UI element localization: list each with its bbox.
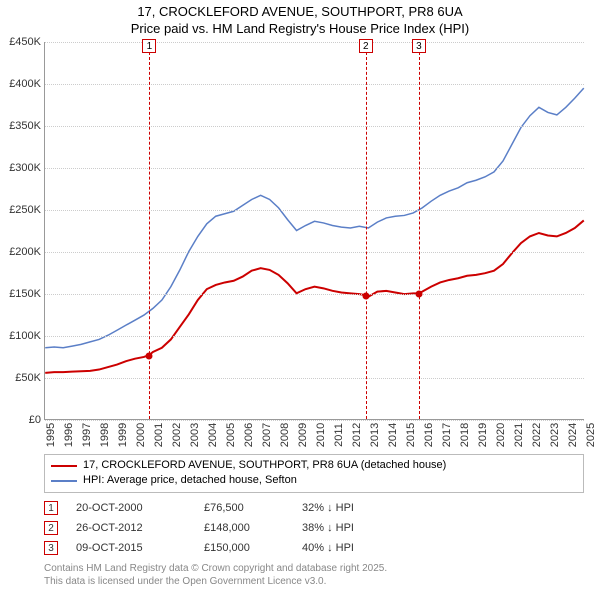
gridline (45, 294, 584, 295)
sales-row: 3 09-OCT-2015 £150,000 40% ↓ HPI (44, 538, 584, 558)
x-axis-label: 2007 (261, 423, 273, 447)
sale-marker-line (419, 42, 420, 419)
legend-row: 17, CROCKLEFORD AVENUE, SOUTHPORT, PR8 6… (51, 458, 577, 473)
sales-diff: 32% ↓ HPI (302, 502, 402, 514)
x-axis-label: 2006 (243, 423, 255, 447)
y-axis-label: £350K (1, 120, 41, 132)
legend-swatch (51, 480, 77, 482)
x-axis-label: 2009 (297, 423, 309, 447)
footer-attribution: Contains HM Land Registry data © Crown c… (44, 563, 387, 588)
y-axis-label: £50K (1, 372, 41, 384)
chart-legend: 17, CROCKLEFORD AVENUE, SOUTHPORT, PR8 6… (44, 454, 584, 493)
y-axis-label: £300K (1, 162, 41, 174)
sales-price: £76,500 (204, 502, 284, 514)
gridline (45, 84, 584, 85)
y-axis-label: £400K (1, 78, 41, 90)
sales-date: 26-OCT-2012 (76, 522, 186, 534)
footer-line-2: This data is licensed under the Open Gov… (44, 576, 387, 589)
x-axis-label: 2024 (567, 423, 579, 447)
title-line-2: Price paid vs. HM Land Registry's House … (0, 21, 600, 38)
x-axis-label: 2021 (513, 423, 525, 447)
sale-marker-badge: 2 (359, 39, 373, 53)
sales-idx-badge: 1 (44, 501, 58, 515)
sale-marker-line (366, 42, 367, 419)
x-axis-label: 2023 (549, 423, 561, 447)
sales-date: 20-OCT-2000 (76, 502, 186, 514)
legend-label: HPI: Average price, detached house, Seft… (83, 473, 297, 488)
sales-row: 2 26-OCT-2012 £148,000 38% ↓ HPI (44, 518, 584, 538)
x-axis-label: 2011 (333, 423, 345, 447)
x-axis-label: 2016 (423, 423, 435, 447)
title-line-1: 17, CROCKLEFORD AVENUE, SOUTHPORT, PR8 6… (0, 4, 600, 21)
y-axis-label: £150K (1, 288, 41, 300)
x-axis-label: 2013 (369, 423, 381, 447)
x-axis-label: 2002 (171, 423, 183, 447)
sale-marker-line (149, 42, 150, 419)
sale-point (415, 291, 422, 298)
gridline (45, 336, 584, 337)
sales-date: 09-OCT-2015 (76, 542, 186, 554)
x-axis-label: 2003 (189, 423, 201, 447)
gridline (45, 168, 584, 169)
gridline (45, 378, 584, 379)
legend-row: HPI: Average price, detached house, Seft… (51, 473, 577, 488)
x-axis-label: 2001 (153, 423, 165, 447)
gridline (45, 420, 584, 421)
x-axis-label: 2017 (441, 423, 453, 447)
y-axis-label: £200K (1, 246, 41, 258)
x-axis-label: 1996 (63, 423, 75, 447)
y-axis-label: £450K (1, 36, 41, 48)
sale-point (146, 352, 153, 359)
x-axis-label: 2014 (387, 423, 399, 447)
y-axis-label: £100K (1, 330, 41, 342)
x-axis-label: 2010 (315, 423, 327, 447)
x-axis-label: 1998 (99, 423, 111, 447)
sales-idx-badge: 2 (44, 521, 58, 535)
gridline (45, 252, 584, 253)
x-axis-label: 2018 (459, 423, 471, 447)
sales-diff: 38% ↓ HPI (302, 522, 402, 534)
series-hpi (45, 88, 584, 348)
sales-table: 1 20-OCT-2000 £76,500 32% ↓ HPI 2 26-OCT-2012… (44, 498, 584, 558)
chart-title-block: 17, CROCKLEFORD AVENUE, SOUTHPORT, PR8 6… (0, 0, 600, 38)
legend-swatch (51, 465, 77, 467)
x-axis-label: 2019 (477, 423, 489, 447)
x-axis-label: 2004 (207, 423, 219, 447)
sales-diff: 40% ↓ HPI (302, 542, 402, 554)
x-axis-label: 2022 (531, 423, 543, 447)
y-axis-label: £250K (1, 204, 41, 216)
sales-idx-badge: 3 (44, 541, 58, 555)
chart-lines-svg (45, 42, 584, 419)
sale-point (362, 292, 369, 299)
x-axis-label: 1997 (81, 423, 93, 447)
sale-marker-badge: 1 (142, 39, 156, 53)
series-price-paid (45, 220, 584, 372)
x-axis-label: 2020 (495, 423, 507, 447)
gridline (45, 210, 584, 211)
sale-marker-badge: 3 (412, 39, 426, 53)
y-axis-label: £0 (1, 414, 41, 426)
sales-price: £148,000 (204, 522, 284, 534)
x-axis-label: 2012 (351, 423, 363, 447)
x-axis-label: 2015 (405, 423, 417, 447)
x-axis-label: 1999 (117, 423, 129, 447)
x-axis-label: 2000 (135, 423, 147, 447)
x-axis-label: 2008 (279, 423, 291, 447)
gridline (45, 42, 584, 43)
footer-line-1: Contains HM Land Registry data © Crown c… (44, 563, 387, 576)
sales-row: 1 20-OCT-2000 £76,500 32% ↓ HPI (44, 498, 584, 518)
x-axis-label: 2025 (585, 423, 597, 447)
legend-label: 17, CROCKLEFORD AVENUE, SOUTHPORT, PR8 6… (83, 458, 446, 473)
x-axis-label: 1995 (45, 423, 57, 447)
sales-price: £150,000 (204, 542, 284, 554)
x-axis-label: 2005 (225, 423, 237, 447)
chart-plot-area: £0£50K£100K£150K£200K£250K£300K£350K£400… (44, 42, 584, 420)
gridline (45, 126, 584, 127)
